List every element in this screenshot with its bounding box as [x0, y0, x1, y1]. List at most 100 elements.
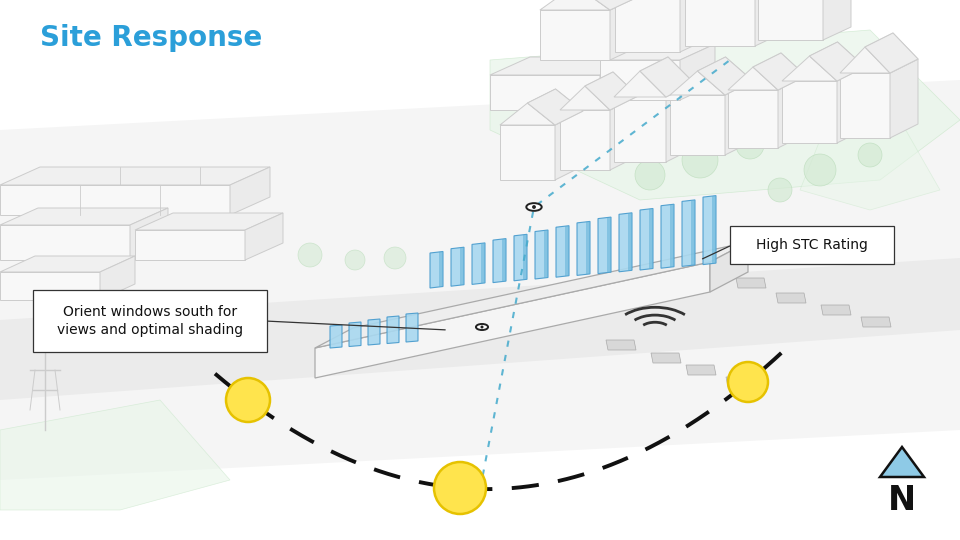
Polygon shape [600, 60, 680, 100]
Ellipse shape [481, 326, 484, 328]
Polygon shape [736, 278, 766, 288]
Polygon shape [527, 89, 583, 125]
Polygon shape [387, 316, 399, 343]
Polygon shape [670, 95, 725, 155]
Polygon shape [680, 0, 710, 52]
Circle shape [434, 462, 486, 514]
Polygon shape [670, 71, 725, 95]
Polygon shape [0, 256, 135, 272]
Polygon shape [610, 96, 638, 170]
Polygon shape [0, 225, 130, 260]
Polygon shape [682, 200, 695, 266]
Circle shape [858, 143, 882, 167]
Polygon shape [575, 0, 640, 10]
Polygon shape [728, 90, 778, 148]
Polygon shape [628, 213, 632, 271]
FancyBboxPatch shape [730, 226, 894, 264]
Ellipse shape [476, 324, 488, 330]
Polygon shape [502, 239, 506, 281]
Polygon shape [666, 83, 694, 162]
Polygon shape [710, 242, 748, 292]
Circle shape [226, 378, 270, 422]
Polygon shape [755, 0, 785, 46]
Polygon shape [823, 0, 851, 40]
Text: Orient windows south for
views and optimal shading: Orient windows south for views and optim… [57, 305, 243, 337]
Polygon shape [640, 208, 653, 270]
Polygon shape [598, 217, 611, 274]
Polygon shape [865, 33, 918, 73]
Polygon shape [481, 243, 485, 284]
Polygon shape [607, 217, 611, 273]
Polygon shape [691, 200, 695, 265]
Polygon shape [600, 44, 715, 60]
Polygon shape [575, 0, 640, 10]
Polygon shape [349, 322, 361, 347]
Polygon shape [230, 167, 270, 215]
Polygon shape [0, 185, 230, 215]
Polygon shape [753, 53, 806, 90]
Polygon shape [535, 230, 548, 279]
Polygon shape [614, 71, 666, 97]
Polygon shape [840, 47, 890, 73]
Polygon shape [490, 30, 960, 200]
FancyBboxPatch shape [33, 290, 267, 352]
Polygon shape [500, 111, 583, 125]
Circle shape [345, 250, 365, 270]
Circle shape [384, 247, 406, 269]
Polygon shape [100, 256, 135, 300]
Polygon shape [649, 208, 653, 269]
Polygon shape [586, 221, 590, 274]
Polygon shape [728, 76, 806, 90]
Polygon shape [315, 242, 748, 348]
Polygon shape [890, 59, 918, 138]
Polygon shape [712, 195, 716, 264]
Polygon shape [840, 73, 890, 138]
Polygon shape [472, 243, 485, 285]
Polygon shape [540, 0, 610, 10]
Polygon shape [555, 111, 583, 180]
Polygon shape [490, 75, 600, 110]
Circle shape [635, 160, 665, 190]
Polygon shape [606, 340, 636, 350]
Polygon shape [800, 120, 940, 210]
Polygon shape [544, 230, 548, 278]
Polygon shape [880, 447, 924, 477]
Circle shape [804, 154, 836, 186]
Polygon shape [670, 81, 753, 95]
Polygon shape [135, 230, 245, 260]
Polygon shape [577, 221, 590, 275]
Polygon shape [809, 42, 865, 81]
Polygon shape [703, 195, 716, 265]
Polygon shape [540, 10, 610, 60]
Polygon shape [782, 67, 865, 81]
Ellipse shape [526, 203, 541, 211]
Polygon shape [776, 293, 806, 303]
Polygon shape [640, 57, 694, 97]
Polygon shape [0, 258, 960, 400]
Polygon shape [610, 0, 640, 60]
Polygon shape [837, 67, 865, 143]
Text: Site Response: Site Response [40, 24, 262, 52]
Polygon shape [840, 59, 918, 73]
Polygon shape [585, 72, 638, 110]
Polygon shape [600, 57, 640, 110]
Polygon shape [245, 213, 283, 260]
Polygon shape [821, 305, 851, 315]
Circle shape [728, 362, 768, 402]
Polygon shape [560, 86, 610, 110]
Polygon shape [514, 234, 527, 281]
Polygon shape [728, 67, 778, 90]
Polygon shape [861, 317, 891, 327]
Polygon shape [0, 208, 168, 225]
Polygon shape [523, 234, 527, 280]
Polygon shape [330, 325, 342, 348]
Polygon shape [698, 57, 753, 95]
Polygon shape [782, 81, 837, 143]
Polygon shape [560, 110, 610, 170]
Polygon shape [556, 226, 569, 277]
Text: N: N [888, 483, 916, 516]
Polygon shape [651, 353, 681, 363]
Polygon shape [585, 72, 638, 110]
Polygon shape [493, 239, 506, 282]
Polygon shape [0, 400, 230, 510]
